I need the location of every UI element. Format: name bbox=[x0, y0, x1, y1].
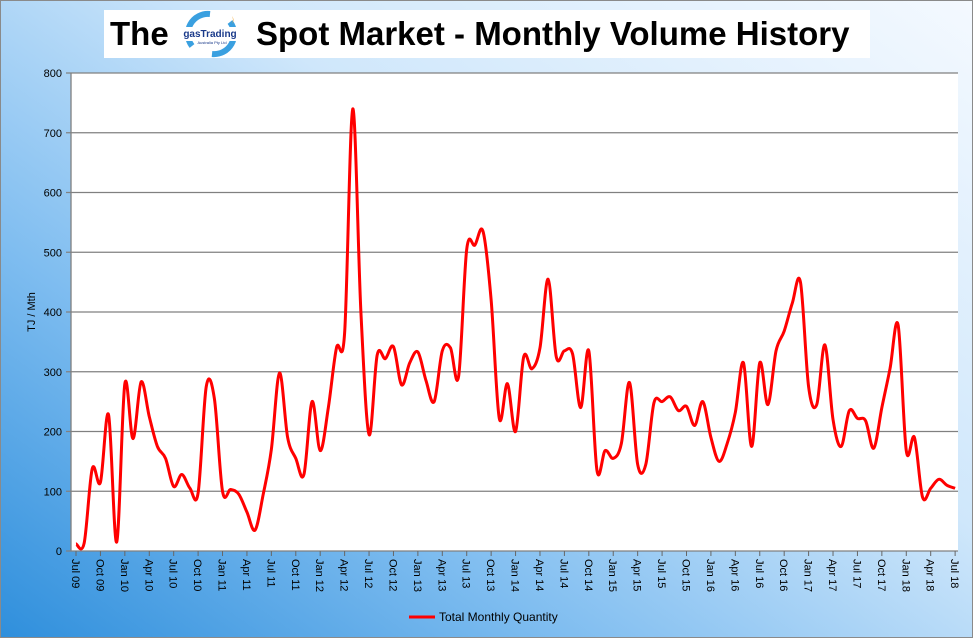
x-tick-label: Jan 13 bbox=[411, 559, 423, 592]
x-tick-label: Apr 12 bbox=[338, 559, 350, 591]
x-tick-label: Jul 13 bbox=[460, 559, 472, 588]
x-tick-label: Jan 14 bbox=[509, 559, 521, 592]
x-tick-label: Oct 13 bbox=[484, 559, 496, 591]
y-tick-label: 700 bbox=[44, 128, 62, 140]
x-tick-label: Jan 15 bbox=[606, 559, 618, 592]
x-tick-label: Apr 17 bbox=[826, 559, 838, 591]
x-tick-label: Oct 10 bbox=[191, 559, 203, 591]
y-axis-label: TJ / Mth bbox=[26, 292, 38, 332]
x-tick-label: Jul 11 bbox=[264, 559, 276, 588]
y-tick-label: 300 bbox=[44, 367, 62, 379]
x-tick-label: Oct 12 bbox=[386, 559, 398, 591]
y-tick-label: 400 bbox=[44, 307, 62, 319]
x-tick-label: Jul 16 bbox=[753, 559, 765, 588]
title-suffix: Spot Market - Monthly Volume History bbox=[256, 15, 850, 52]
x-tick-label: Oct 15 bbox=[680, 559, 692, 591]
svg-text:gasTrading: gasTrading bbox=[183, 29, 236, 40]
chart-title: The gasTrading Australia Pty Ltd Spot Ma… bbox=[104, 10, 870, 58]
x-tick-label: Apr 13 bbox=[435, 559, 447, 591]
x-tick-label: Oct 14 bbox=[582, 559, 594, 591]
x-tick-label: Oct 17 bbox=[875, 559, 887, 591]
x-tick-label: Jan 17 bbox=[802, 559, 814, 592]
x-tick-label: Jul 14 bbox=[557, 559, 569, 588]
x-tick-label: Jul 09 bbox=[69, 559, 81, 588]
x-tick-label: Oct 16 bbox=[777, 559, 789, 591]
x-tick-label: Apr 10 bbox=[142, 559, 154, 591]
x-tick-label: Jan 11 bbox=[216, 559, 228, 591]
x-tick-label: Jan 16 bbox=[704, 559, 716, 592]
title-prefix: The bbox=[110, 15, 169, 52]
x-tick-label: Oct 11 bbox=[289, 559, 301, 591]
x-tick-label: Jan 12 bbox=[313, 559, 325, 592]
y-tick-label: 0 bbox=[56, 546, 62, 558]
y-tick-label: 100 bbox=[44, 486, 62, 498]
x-tick-label: Jul 18 bbox=[948, 559, 960, 588]
series-line bbox=[74, 107, 956, 551]
x-tick-label: Jul 15 bbox=[655, 559, 667, 588]
x-tick-label: Apr 16 bbox=[728, 559, 740, 591]
y-tick-label: 500 bbox=[44, 247, 62, 259]
x-tick-label: Jan 10 bbox=[118, 559, 130, 592]
x-tick-label: Jul 17 bbox=[850, 559, 862, 588]
x-tick-label: Apr 14 bbox=[533, 559, 545, 591]
gastrading-logo: gasTrading Australia Pty Ltd bbox=[180, 10, 240, 58]
x-tick-label: Apr 18 bbox=[924, 559, 936, 591]
x-tick-label: Jan 18 bbox=[899, 559, 911, 592]
y-tick-label: 800 bbox=[44, 68, 62, 80]
y-tick-label: 600 bbox=[44, 188, 62, 200]
x-tick-label: Jul 12 bbox=[362, 559, 374, 588]
x-tick-label: Jul 10 bbox=[167, 559, 179, 588]
x-tick-label: Oct 09 bbox=[93, 559, 105, 591]
legend-label: Total Monthly Quantity bbox=[439, 610, 558, 624]
svg-text:Australia Pty Ltd: Australia Pty Ltd bbox=[197, 40, 226, 45]
x-tick-label: Apr 15 bbox=[631, 559, 643, 591]
x-tick-label: Apr 11 bbox=[240, 559, 252, 591]
y-tick-label: 200 bbox=[44, 427, 62, 439]
